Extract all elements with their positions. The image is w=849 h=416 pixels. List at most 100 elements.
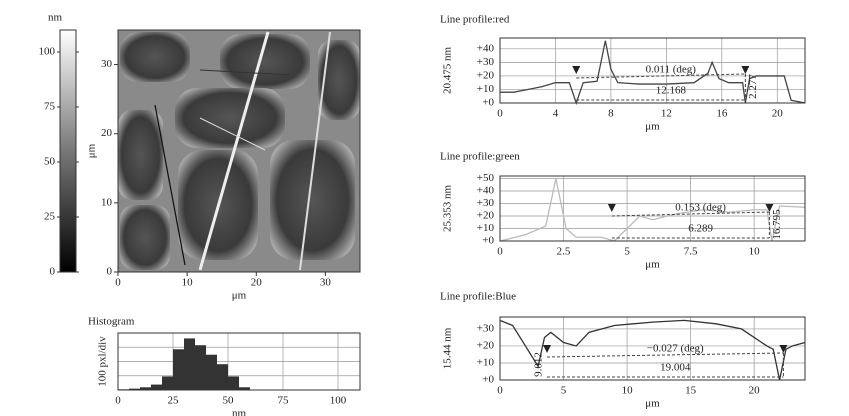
y-tick-label: 30 xyxy=(101,58,113,70)
cursor xyxy=(741,66,750,74)
x-tick-label: 0 xyxy=(497,246,503,258)
x-tick-label: 100 xyxy=(330,395,347,407)
y-tick-label: 75 xyxy=(44,101,56,113)
y-tick-label: 100 xyxy=(39,46,56,58)
y-tick-label: +0 xyxy=(482,235,494,247)
y-tick-label: +30 xyxy=(477,322,495,334)
plot-frame xyxy=(117,29,361,273)
measure-line xyxy=(547,352,784,358)
cursor xyxy=(779,345,788,353)
y-tick-label: 20 xyxy=(101,127,113,139)
y-tick-label: +30 xyxy=(477,197,495,209)
annotation: 12.168 xyxy=(656,85,687,97)
x-tick-label: 5 xyxy=(561,385,567,397)
x-tick-label: 20 xyxy=(772,108,784,120)
y-tick-label: +0 xyxy=(482,374,494,386)
y-tick-label: +40 xyxy=(477,42,495,54)
x-tick-label: 30 xyxy=(320,277,332,289)
x-tick-label: 2.5 xyxy=(557,246,571,258)
profile-line xyxy=(499,178,806,242)
y-axis-label: 25.353 nm xyxy=(442,185,454,233)
x-tick-label: 0 xyxy=(115,395,121,407)
histogram-bar xyxy=(140,387,151,390)
annotation: 0.011 (deg) xyxy=(646,64,697,76)
histogram-bar xyxy=(162,376,173,390)
x-tick-label: 50 xyxy=(223,395,235,407)
histogram-bar xyxy=(195,345,206,390)
x-tick-label: 10 xyxy=(182,277,194,289)
x-tick-label: 7.5 xyxy=(684,246,698,258)
x-tick-label: 10 xyxy=(749,246,761,258)
x-axis-label: μm xyxy=(645,121,660,133)
y-axis-label: 100 pxl/div xyxy=(97,336,109,387)
x-axis-label: nm xyxy=(232,408,247,416)
cursor xyxy=(543,345,552,353)
y-tick-label: +20 xyxy=(477,210,495,222)
x-tick-label: 8 xyxy=(608,108,614,120)
x-tick-label: 0 xyxy=(115,277,121,289)
cursor xyxy=(572,66,581,74)
chart-title: nm xyxy=(48,12,63,24)
x-axis-label: μm xyxy=(645,398,660,410)
annotation: 0.153 (deg) xyxy=(675,202,726,214)
y-tick-label: +30 xyxy=(477,56,495,68)
annotation: 19.004 xyxy=(660,362,691,374)
y-tick-label: 10 xyxy=(101,196,113,208)
x-tick-label: 20 xyxy=(749,385,761,397)
profile-line xyxy=(500,40,806,106)
y-tick-label: +40 xyxy=(477,185,495,197)
y-axis-label: 15.44 nm xyxy=(442,327,454,369)
x-tick-label: 75 xyxy=(278,395,290,407)
plot-frame xyxy=(499,316,806,381)
cursor xyxy=(765,204,774,212)
plot-frame xyxy=(499,175,806,242)
x-tick-label: 5 xyxy=(624,246,630,258)
cursor xyxy=(607,204,616,212)
annotation: −0.027 (deg) xyxy=(647,343,704,355)
y-tick-label: +20 xyxy=(477,339,495,351)
x-tick-label: 15 xyxy=(685,385,697,397)
x-axis-label: μm xyxy=(232,290,247,302)
y-tick-label: +50 xyxy=(477,172,495,184)
histogram-bar xyxy=(206,354,217,390)
afm-image xyxy=(117,29,361,273)
measure-line xyxy=(576,73,746,79)
x-tick-label: 0 xyxy=(497,385,503,397)
y-tick-label: 50 xyxy=(44,156,56,168)
annotation: 16.795 xyxy=(771,209,783,240)
y-tick-label: +10 xyxy=(477,222,495,234)
histogram-bar xyxy=(173,349,184,390)
x-tick-label: 12 xyxy=(661,108,672,120)
annotation: 6.289 xyxy=(688,223,713,235)
x-tick-label: 16 xyxy=(716,108,728,120)
x-tick-label: 25 xyxy=(168,395,180,407)
y-tick-label: +10 xyxy=(477,357,495,369)
histogram-bar xyxy=(151,384,162,390)
chart-title: Histogram xyxy=(88,316,135,328)
chart-title: Line profile:red xyxy=(440,14,510,26)
plot-frame xyxy=(499,37,806,104)
y-axis-label: μm xyxy=(86,143,98,158)
chart-title: Line profile:green xyxy=(440,151,520,163)
y-tick-label: 25 xyxy=(44,211,56,223)
colorbar xyxy=(59,29,77,273)
measure-line xyxy=(611,211,770,217)
histogram-bar xyxy=(228,376,239,390)
x-axis-label: μm xyxy=(645,259,660,271)
histogram-bar xyxy=(129,388,140,390)
x-tick-label: 10 xyxy=(622,385,634,397)
histogram-bar xyxy=(184,338,195,390)
y-tick-label: +20 xyxy=(477,69,495,81)
y-tick-label: +10 xyxy=(477,83,495,95)
annotation: 9.012 xyxy=(533,352,545,377)
y-axis-label: 20.475 nm xyxy=(442,47,454,95)
histogram-bar xyxy=(217,364,228,390)
x-tick-label: 20 xyxy=(251,277,263,289)
y-tick-label: +0 xyxy=(482,97,494,109)
x-tick-label: 4 xyxy=(553,108,559,120)
y-tick-label: 0 xyxy=(50,266,56,278)
chart-title: Line profile:Blue xyxy=(440,291,516,303)
histogram-bar xyxy=(239,387,250,390)
x-tick-label: 0 xyxy=(497,108,503,120)
